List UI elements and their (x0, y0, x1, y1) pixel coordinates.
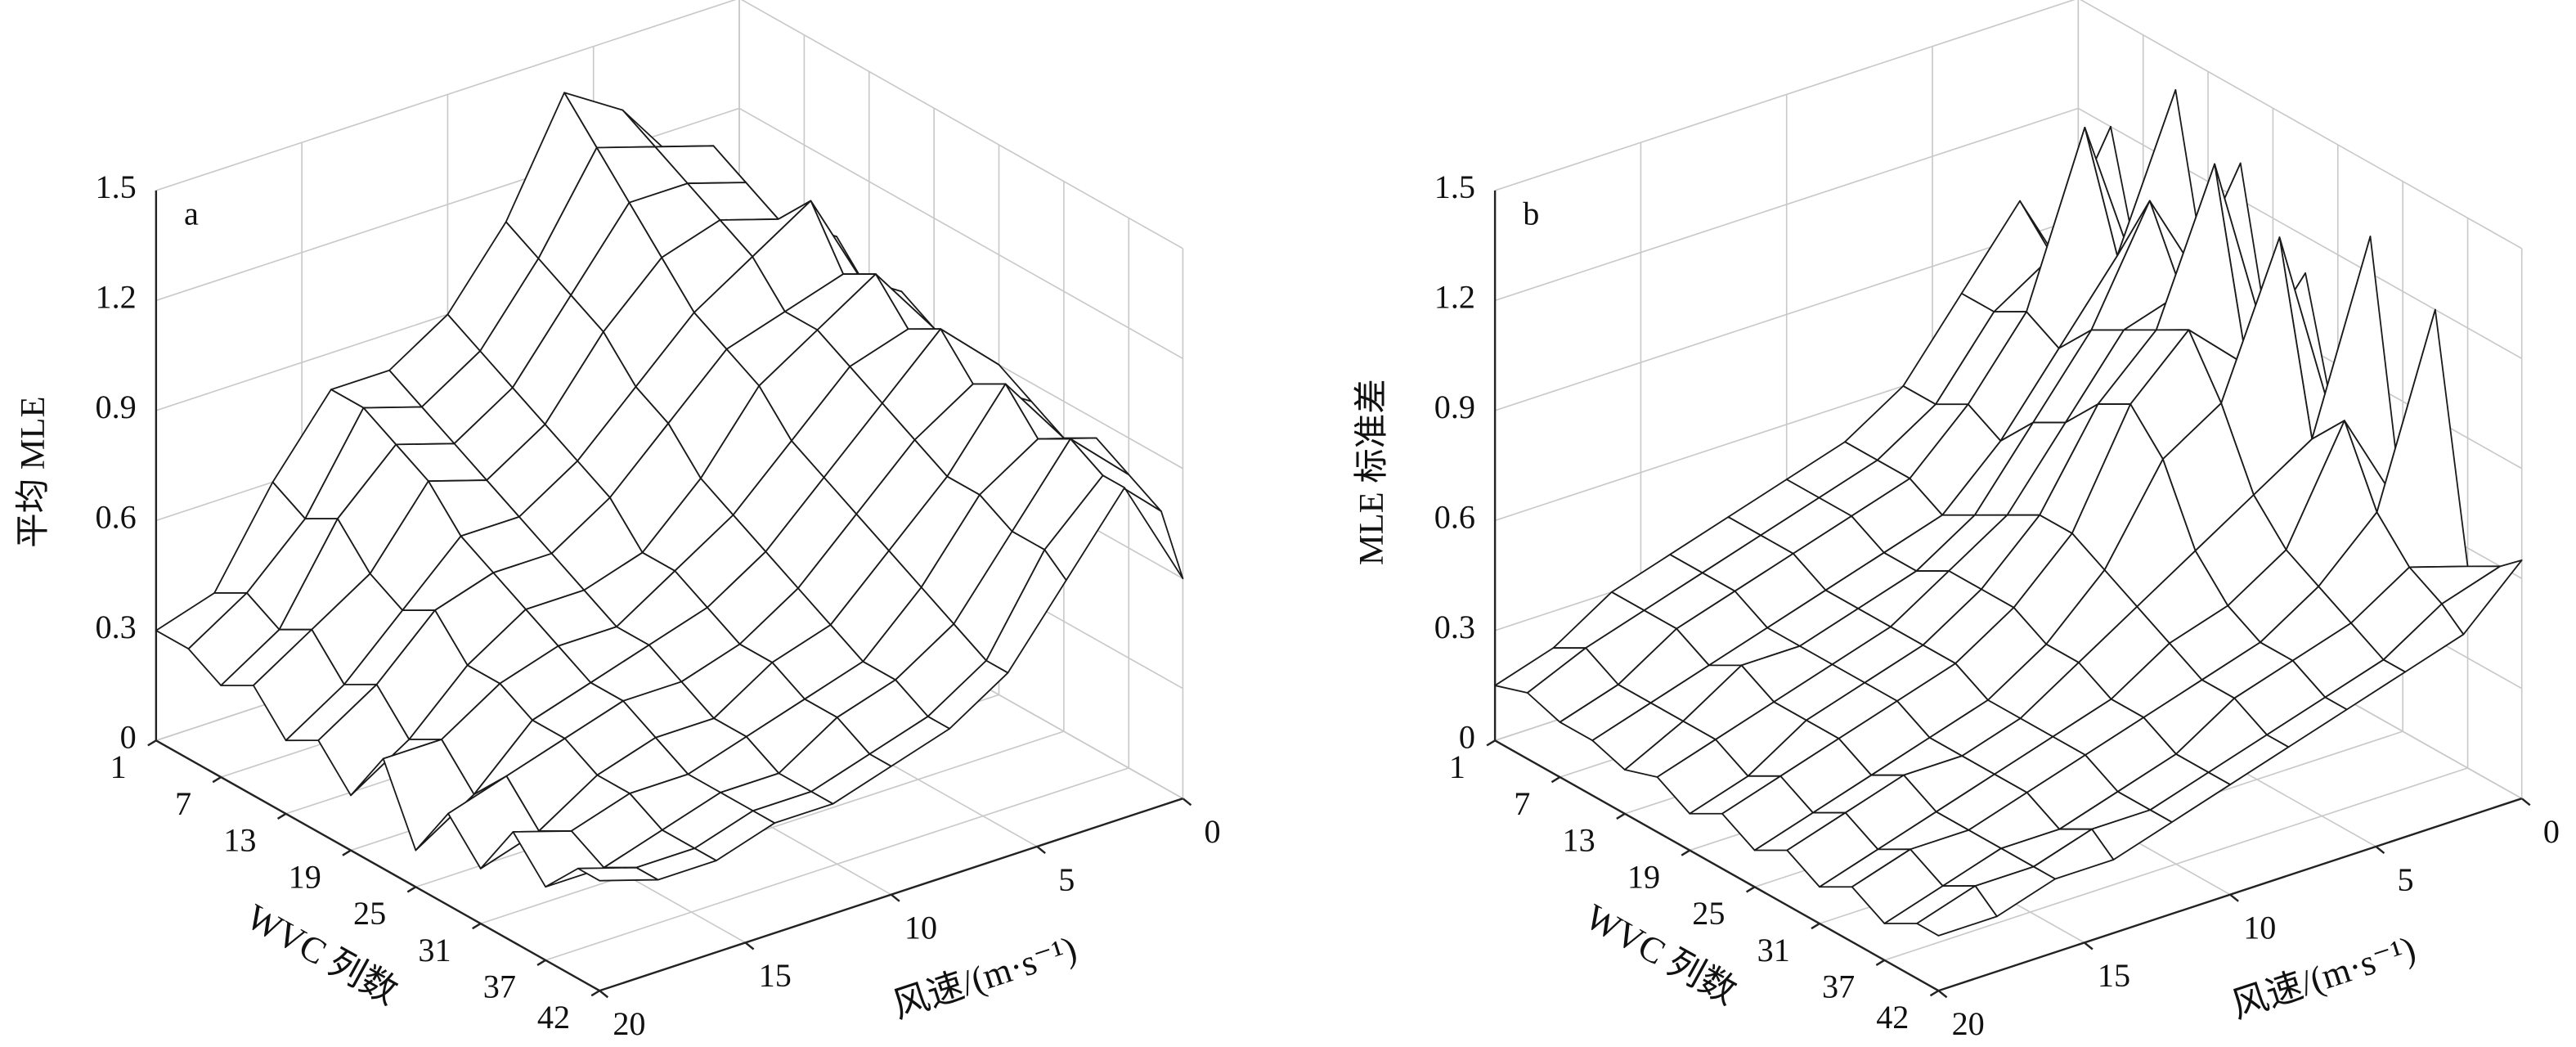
z-tick-label: 1.5 (96, 169, 137, 205)
surface-panel: 0 0.3 0.6 0.9 1.2 1.5 0 5 10 15 20 1 7 13 19 25 31 37 42 b M… (1353, 0, 2560, 1042)
y-tick-label: 31 (418, 932, 451, 968)
y-tick-label: 1 (110, 748, 127, 785)
y-tick-label: 37 (483, 968, 516, 1004)
grid-line (2080, 0, 2523, 249)
tick-mark (744, 941, 755, 950)
x-tick-label: 15 (2098, 957, 2130, 994)
tick-mark (1929, 990, 1940, 997)
tick-mark (599, 990, 609, 999)
y-tick-label: 25 (1692, 895, 1725, 932)
x-tick-label: 5 (2398, 861, 2414, 898)
x-tick-label: 20 (613, 1005, 645, 1042)
y-tick-label: 37 (1822, 968, 1855, 1004)
y-tick-label: 19 (1627, 858, 1660, 895)
z-tick-label: 1.5 (1434, 169, 1475, 205)
z-tick-label: 0 (1459, 718, 1475, 755)
grid-line (2077, 107, 2523, 359)
tick-mark (1811, 923, 1820, 930)
tick-mark (1875, 959, 1886, 966)
z-tick-label: 1.2 (1434, 279, 1475, 316)
x-tick-label: 10 (904, 909, 937, 946)
panel-label: a (184, 195, 199, 231)
z-tick-label: 0.3 (1434, 609, 1475, 645)
axis-line (599, 798, 1183, 992)
y-tick-label: 25 (353, 895, 386, 932)
grid-line (545, 767, 1129, 961)
tick-mark (276, 812, 287, 820)
surface-cell (577, 866, 659, 882)
y-tick-label: 13 (1563, 821, 1595, 858)
y-tick-label: 42 (1876, 999, 1909, 1036)
tick-mark (1551, 776, 1561, 784)
x-tick-label: 20 (1952, 1005, 1985, 1042)
tick-mark (472, 923, 482, 930)
x-tick-label: 5 (1058, 861, 1075, 898)
y-tick-label: 19 (289, 858, 321, 895)
tick-mark (1182, 798, 1192, 807)
tick-mark (147, 739, 157, 747)
z-tick-label: 0.9 (1434, 389, 1475, 425)
surface-cell (1916, 885, 1998, 937)
grid-line (738, 107, 1183, 359)
axis-line (1938, 798, 2523, 992)
surface-panel: 0 0.3 0.6 0.9 1.2 1.5 0 5 10 15 20 1 7 13 19 25 31 37 42 a 平… (14, 0, 1221, 1042)
z-tick-label: 0 (120, 718, 137, 755)
y-tick-label: 42 (537, 999, 570, 1036)
z-tick-label: 0.3 (96, 609, 137, 645)
y-tick-label: 13 (223, 821, 256, 858)
x-tick-label: 10 (2243, 909, 2276, 946)
z-tick-label: 0.6 (96, 498, 137, 535)
y-tick-label: 7 (175, 785, 191, 822)
tick-mark (1036, 845, 1046, 854)
y-tick-label: 7 (1514, 785, 1530, 822)
x-tick-label: 15 (759, 957, 792, 994)
z-axis-label: MLE 标准差 (1353, 379, 1391, 565)
grid-line (480, 730, 1065, 924)
axis-line (155, 739, 600, 992)
tick-mark (1616, 812, 1626, 820)
z-tick-label: 1.2 (96, 279, 137, 316)
z-axis-label: 平均 MLE (14, 397, 52, 548)
grid-line (740, 0, 1183, 249)
y-tick-label: 31 (1757, 932, 1790, 968)
panel-label: b (1523, 195, 1539, 231)
y-tick-label: 1 (1449, 748, 1465, 785)
tick-mark (1681, 849, 1690, 856)
tick-mark (406, 886, 416, 893)
tick-mark (536, 959, 546, 966)
axis-line (1494, 739, 1940, 992)
tick-mark (891, 893, 900, 902)
tick-mark (2229, 893, 2239, 902)
x-tick-label: 0 (1205, 813, 1221, 850)
tick-mark (1937, 990, 1948, 999)
z-tick-label: 0.6 (1434, 498, 1475, 535)
tick-mark (342, 849, 352, 856)
tick-mark (1745, 886, 1756, 893)
tick-mark (2375, 845, 2385, 854)
tick-mark (2084, 941, 2094, 950)
x-tick-label: 0 (2543, 813, 2560, 850)
grid-line (1884, 767, 2468, 961)
tick-mark (2520, 798, 2531, 807)
tick-mark (212, 776, 222, 784)
z-tick-label: 0.9 (96, 389, 137, 425)
tick-mark (590, 990, 600, 997)
tick-mark (1486, 739, 1496, 747)
